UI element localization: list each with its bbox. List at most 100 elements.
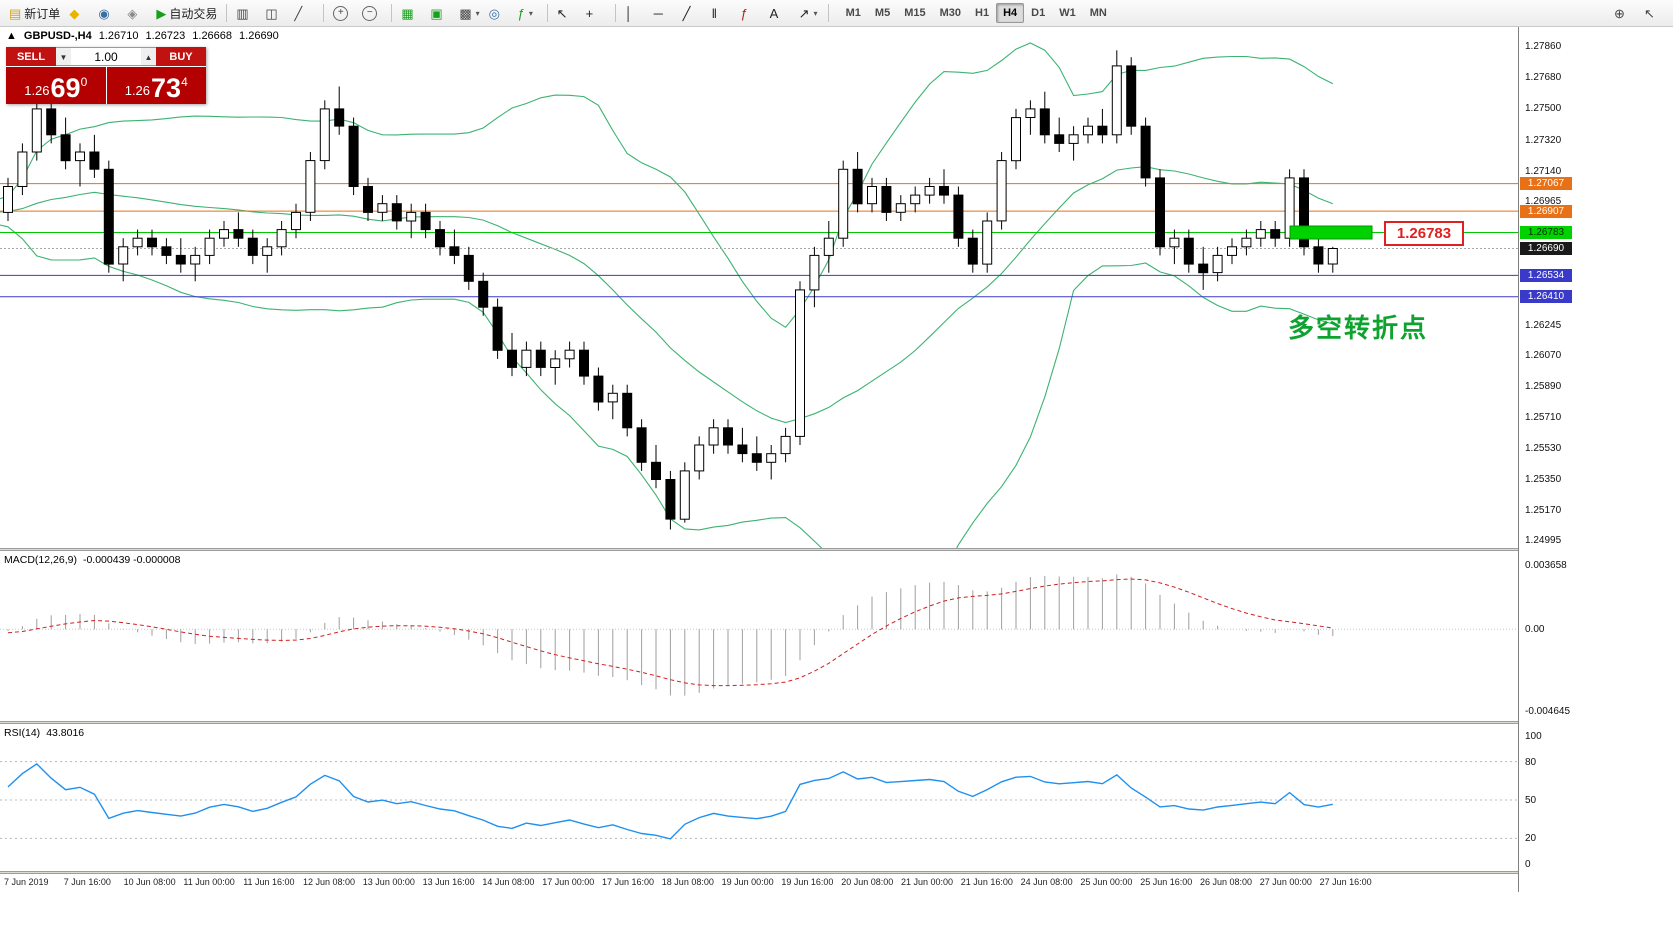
pointer-icon: ↖ <box>1644 5 1655 21</box>
highlight-rectangle[interactable] <box>1289 225 1373 240</box>
new-chart-button[interactable]: ▩ ▾ <box>455 1 483 25</box>
new-order-button-label: 新订单 <box>24 6 61 21</box>
date-axis-label: 26 Jun 08:00 <box>1200 877 1253 887</box>
quick-search-button[interactable]: ⊕ <box>1610 1 1638 25</box>
splitter-macd-rsi[interactable] <box>0 721 1673 724</box>
chevron-down-icon: ▾ <box>475 8 480 18</box>
timeframe-h4-button[interactable]: H4 <box>996 3 1025 23</box>
date-axis-label: 27 Jun 00:00 <box>1259 877 1312 887</box>
date-axis-label: 11 Jun 00:00 <box>183 877 235 887</box>
chart-window: ▲ GBPUSD-,H4 1.26710 1.26723 1.26668 1.2… <box>0 27 1673 952</box>
cursor-icon: ↖ <box>556 5 568 21</box>
timeframe-w1-button[interactable]: W1 <box>1059 7 1076 19</box>
price-tag: 1.26534 <box>1520 268 1572 282</box>
toolbar-separator <box>226 4 228 22</box>
sell-button[interactable]: SELL <box>6 47 56 66</box>
date-axis[interactable]: 7 Jun 2019 7 Jun 16:00 10 Jun 08:00 11 Jun … <box>0 874 1518 892</box>
trendline-icon: ╱ <box>682 5 691 21</box>
timeframe-m15-button[interactable]: M15 <box>904 7 926 19</box>
rsi-indicator-chart[interactable] <box>0 724 1518 871</box>
splitter-main-macd[interactable] <box>0 548 1673 551</box>
ohlc-close: 1.26690 <box>239 30 279 42</box>
date-axis-label: 13 Jun 16:00 <box>422 877 475 887</box>
price-axis-label: 1.26245 <box>1525 319 1562 331</box>
price-axis-label: 1.27140 <box>1525 165 1562 177</box>
date-axis-label: 24 Jun 08:00 <box>1020 877 1073 887</box>
timeframe-group: M1 M5 M15 M30 H1 H4 D1 W1 MN <box>839 3 1114 23</box>
crosshair-button[interactable]: + <box>582 1 610 25</box>
toolbar-right-buttons: ⊕ ↖ <box>1610 1 1668 25</box>
splitter-rsi-dates[interactable] <box>0 871 1673 874</box>
volume-down-stepper[interactable]: ▼ <box>56 48 71 65</box>
buy-price-pipette: 4 <box>181 75 188 89</box>
zoom-in-button[interactable]: + <box>329 1 357 25</box>
horizontal-line-button[interactable]: ─ <box>650 1 678 25</box>
channel-button[interactable]: ‖ <box>708 1 736 25</box>
buy-button[interactable]: BUY <box>156 47 206 66</box>
macd-indicator-chart[interactable] <box>0 551 1518 721</box>
indicators-button[interactable]: ƒ ▾ <box>514 1 542 25</box>
cascade-windows-button[interactable]: ▣ <box>426 1 454 25</box>
price-axis-label: 1.25890 <box>1525 380 1562 392</box>
candles-layer <box>3 50 1338 530</box>
timeframe-h1-button[interactable]: H1 <box>975 7 990 19</box>
pointer-tool-button[interactable]: ↖ <box>1640 1 1668 25</box>
macd-axis-label: -0.004645 <box>1525 706 1571 717</box>
date-axis-label: 14 Jun 08:00 <box>482 877 535 887</box>
user-profile-button[interactable]: ◉ <box>94 1 122 25</box>
sell-price-button[interactable]: 1.26 69 0 <box>6 67 106 104</box>
rsi-name: RSI(14) <box>4 727 41 739</box>
price-axis-label: 1.27500 <box>1525 103 1562 115</box>
vertical-line-button[interactable]: │ <box>621 1 649 25</box>
date-axis-label: 20 Jun 08:00 <box>841 877 894 887</box>
price-axis-label: 1.25170 <box>1525 505 1562 516</box>
price-axis[interactable]: 1.27860 1.27680 1.27500 1.27320 1.27140 1.269… <box>1518 27 1673 892</box>
price-chart[interactable] <box>0 27 1518 548</box>
annotation-note-text[interactable]: 多空转折点 <box>1288 313 1429 343</box>
volume-up-stepper[interactable]: ▲ <box>141 48 156 65</box>
date-axis-label: 10 Jun 08:00 <box>123 877 176 887</box>
date-axis-label: 27 Jun 16:00 <box>1319 877 1372 887</box>
vertical-line-icon: │ <box>624 5 633 21</box>
price-tag: 1.26690 <box>1520 242 1572 255</box>
zoom-out-button[interactable]: − <box>358 1 386 25</box>
line-chart-type-button[interactable]: ╱ <box>290 1 318 25</box>
macd-label: MACD(12,26,9) -0.000439 -0.000008 <box>4 554 180 566</box>
tile-windows-button[interactable]: ▦ <box>397 1 425 25</box>
bar-chart-type-button[interactable]: ▥ <box>232 1 260 25</box>
date-axis-label: 11 Jun 16:00 <box>243 877 295 887</box>
timeframe-m1-button[interactable]: M1 <box>845 7 861 19</box>
timeframe-m30-button[interactable]: M30 <box>939 7 962 19</box>
buy-price-button[interactable]: 1.26 73 4 <box>106 67 206 104</box>
price-callout-label[interactable]: 1.26783 <box>1384 221 1464 246</box>
volume-input[interactable] <box>71 48 141 65</box>
candlestick-type-button[interactable]: ◫ <box>261 1 289 25</box>
rsi-axis-label: 20 <box>1525 833 1537 845</box>
price-axis-label: 1.26070 <box>1525 349 1562 361</box>
rsi-axis-label: 100 <box>1525 731 1542 742</box>
text-icon: A <box>769 5 779 21</box>
price-tag: 1.26907 <box>1520 204 1572 218</box>
arrows-button[interactable]: ↗ ▾ <box>795 1 823 25</box>
timeframe-m5-button[interactable]: M5 <box>874 7 891 19</box>
macd-axis-label: 0.003658 <box>1525 560 1567 571</box>
autotrading-button[interactable]: ▶ 自动交易 <box>152 1 221 25</box>
timeframe-d1-button[interactable]: D1 <box>1031 7 1046 19</box>
crosshair-icon: + <box>585 5 594 21</box>
cursor-button[interactable]: ↖ <box>553 1 581 25</box>
mql5-icon: ◆ <box>69 5 80 21</box>
notifications-button[interactable]: ◈ <box>123 1 151 25</box>
date-axis-label: 7 Jun 2019 <box>4 877 49 887</box>
timeframe-mn-button[interactable]: MN <box>1089 7 1107 19</box>
toolbar: ▤ 新订单 ◆ ◉ ◈ ▶ 自动交易 ▥ ◫ ╱ + − ▦ ▣ ▩ ▾ ◎ ƒ ▾ ↖ + │ ─ ╱ ‖ ƒ A ↗ ▾ M1 M5 M… <box>0 0 1673 27</box>
date-axis-label: 17 Jun 16:00 <box>602 877 655 887</box>
text-label-button[interactable]: A <box>766 1 794 25</box>
tile-windows-icon: ▦ <box>401 5 414 21</box>
fibonacci-button[interactable]: ƒ <box>737 1 765 25</box>
new-order-button[interactable]: ▤ 新订单 <box>5 1 64 25</box>
trendline-button[interactable]: ╱ <box>679 1 707 25</box>
mql5-community-button[interactable]: ◆ <box>65 1 93 25</box>
ohlc-high: 1.26723 <box>145 30 186 42</box>
profiles-button[interactable]: ◎ <box>485 1 513 25</box>
macd-name: MACD(12,26,9) <box>4 554 77 566</box>
